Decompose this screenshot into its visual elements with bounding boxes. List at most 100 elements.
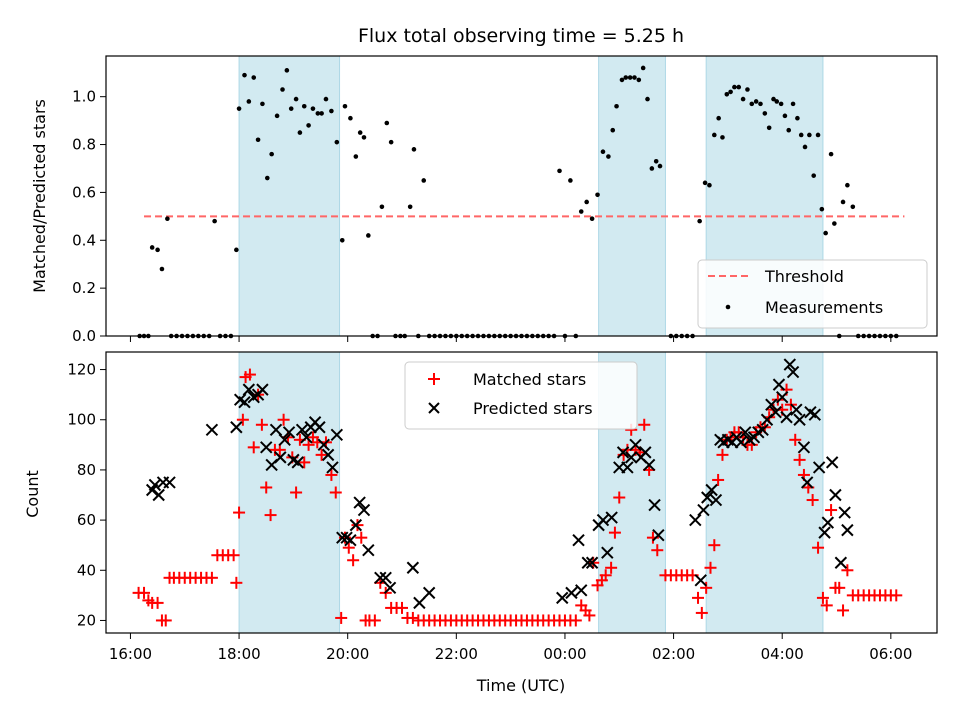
predicted-point (790, 403, 803, 416)
matched-point (716, 448, 729, 461)
predicted-point (838, 506, 851, 519)
measurement-point (716, 115, 721, 121)
predicted-point (825, 456, 839, 469)
x-tick-label: 16:00 (109, 645, 152, 663)
predicted-point (652, 528, 665, 542)
matched-point (789, 433, 802, 446)
matched-point (277, 413, 290, 426)
matched-point (599, 569, 612, 582)
predicted-point (642, 458, 656, 472)
matched-point (159, 614, 172, 627)
legend-predicted-label: Predicted stars (473, 399, 593, 418)
predicted-point (344, 533, 357, 547)
matched-point (833, 581, 846, 594)
measurement-point (155, 247, 160, 253)
predicted-point (605, 511, 618, 524)
predicted-point (300, 431, 313, 444)
matched-point (315, 448, 328, 461)
predicted-point (422, 586, 436, 600)
bottom-x-ticks: 16:00 18:00 20:00 22:00 00:00 02:00 04:00 06:00 (109, 633, 912, 663)
measurement-point (411, 147, 417, 152)
predicted-point (780, 411, 793, 424)
measurement-point (832, 221, 837, 226)
measurement-point (619, 77, 625, 83)
measurement-point (649, 166, 655, 171)
matched-point (325, 468, 338, 481)
predicted-point (575, 584, 588, 597)
matched-point (841, 564, 854, 577)
predicted-point (765, 398, 778, 411)
predicted-point (572, 533, 585, 547)
y-tick-label: 1.0 (72, 88, 96, 106)
matched-point (638, 418, 651, 431)
legend-matched-label: Matched stars (473, 370, 586, 389)
x-tick-label: 22:00 (435, 645, 478, 663)
y-tick-label: 40 (77, 561, 96, 579)
predicted-point (775, 390, 789, 404)
measurement-point (234, 247, 239, 253)
matched-point (712, 473, 725, 486)
measurement-point (766, 125, 772, 131)
y-tick-label: 0.8 (72, 136, 96, 154)
measurement-point (636, 77, 642, 83)
bottom-axes-frame (105, 351, 938, 634)
matched-point (806, 494, 819, 507)
predicted-point (639, 446, 652, 459)
measurement-point (384, 120, 390, 126)
measurement-point (702, 180, 708, 186)
predicted-point (812, 461, 826, 474)
predicted-point (701, 491, 714, 504)
measurement-point (568, 178, 573, 183)
predicted-point (808, 408, 822, 421)
matched-point (708, 539, 721, 552)
measurement-point (790, 101, 796, 107)
matched-point (236, 413, 249, 426)
matched-point (890, 589, 903, 602)
predicted-point (786, 365, 800, 379)
measurement-point (740, 96, 746, 102)
predicted-point (769, 406, 782, 419)
measurement-point (712, 132, 717, 138)
predicted-point (242, 383, 256, 396)
measurement-point (632, 75, 637, 80)
matched-point (243, 368, 256, 381)
bottom-legend-box (404, 361, 638, 430)
bottom-observing-spans (238, 351, 824, 634)
matched-point (329, 486, 342, 499)
measurement-point (606, 154, 611, 159)
predicted-point (357, 503, 371, 517)
matched-point (771, 393, 784, 406)
predicted-point (362, 543, 375, 557)
matched-point (298, 456, 311, 469)
measurement-point (762, 111, 768, 116)
matched-point (651, 544, 664, 557)
measurement-point (584, 199, 589, 205)
matched-point (264, 509, 277, 522)
measurement-point (815, 132, 821, 138)
predicted-point (739, 426, 752, 439)
measurement-point (388, 139, 394, 145)
measurement-point (807, 132, 812, 138)
measurement-point (732, 84, 737, 90)
measurement-point (724, 91, 730, 97)
measurement-point (159, 266, 165, 272)
predicted-point (601, 546, 614, 559)
predicted-point (756, 423, 769, 436)
bottom-legend: Matched stars Predicted stars (404, 361, 638, 430)
measurement-point (342, 103, 348, 109)
predicted-point (256, 383, 269, 396)
measurement-point (323, 96, 329, 102)
matched-point (608, 526, 621, 539)
predicted-point (326, 461, 339, 474)
measurement-point (557, 168, 562, 174)
measurement-point (236, 106, 242, 111)
y-tick-label: 0.6 (72, 183, 96, 201)
matched-point (151, 596, 164, 609)
chart-title: Flux total observing time = 5.25 h (358, 25, 684, 47)
predicted-point (278, 433, 291, 447)
predicted-point (152, 488, 165, 502)
predicted-point (621, 461, 634, 474)
predicted-point (295, 423, 309, 436)
measurement-point (149, 245, 155, 250)
matched-point (695, 606, 708, 619)
